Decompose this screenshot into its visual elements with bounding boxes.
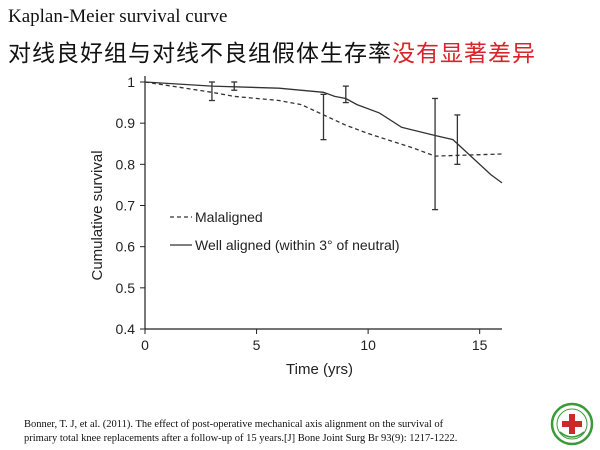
legend-label-0: Malaligned	[195, 209, 263, 225]
y-tick-label: 0.8	[116, 156, 136, 172]
citation: Bonner, T. J, et al. (2011). The effect …	[24, 418, 544, 446]
series-line-1	[144, 81, 503, 184]
hospital-emblem-icon	[550, 402, 594, 446]
y-tick-label: 0.9	[116, 115, 136, 131]
title-black-part: 对线良好组与对线不良组假体生存率	[8, 41, 392, 67]
x-tick-label: 0	[141, 337, 149, 353]
y-tick-label: 0.4	[116, 321, 136, 337]
x-tick-label: 10	[360, 337, 376, 353]
slide-title-chinese: 对线良好组与对线不良组假体生存率没有显著差异	[8, 34, 536, 68]
citation-line-2: primary total knee replacements after a …	[24, 433, 458, 444]
y-tick-label: 0.5	[116, 280, 136, 296]
title-red-part: 没有显著差异	[392, 41, 536, 67]
citation-line-1: Bonner, T. J, et al. (2011). The effect …	[24, 419, 444, 430]
y-axis-title: Cumulative survival	[89, 150, 106, 280]
y-tick-label: 0.6	[116, 239, 136, 255]
legend-label-1: Well aligned (within 3° of neutral)	[195, 237, 400, 253]
slide-title-english: Kaplan-Meier survival curve	[8, 6, 228, 27]
y-tick-label: 1	[127, 74, 135, 90]
x-axis-title: Time (yrs)	[286, 361, 353, 378]
x-tick-label: 5	[253, 337, 261, 353]
x-tick-label: 15	[472, 337, 488, 353]
y-tick-label: 0.7	[116, 198, 136, 214]
